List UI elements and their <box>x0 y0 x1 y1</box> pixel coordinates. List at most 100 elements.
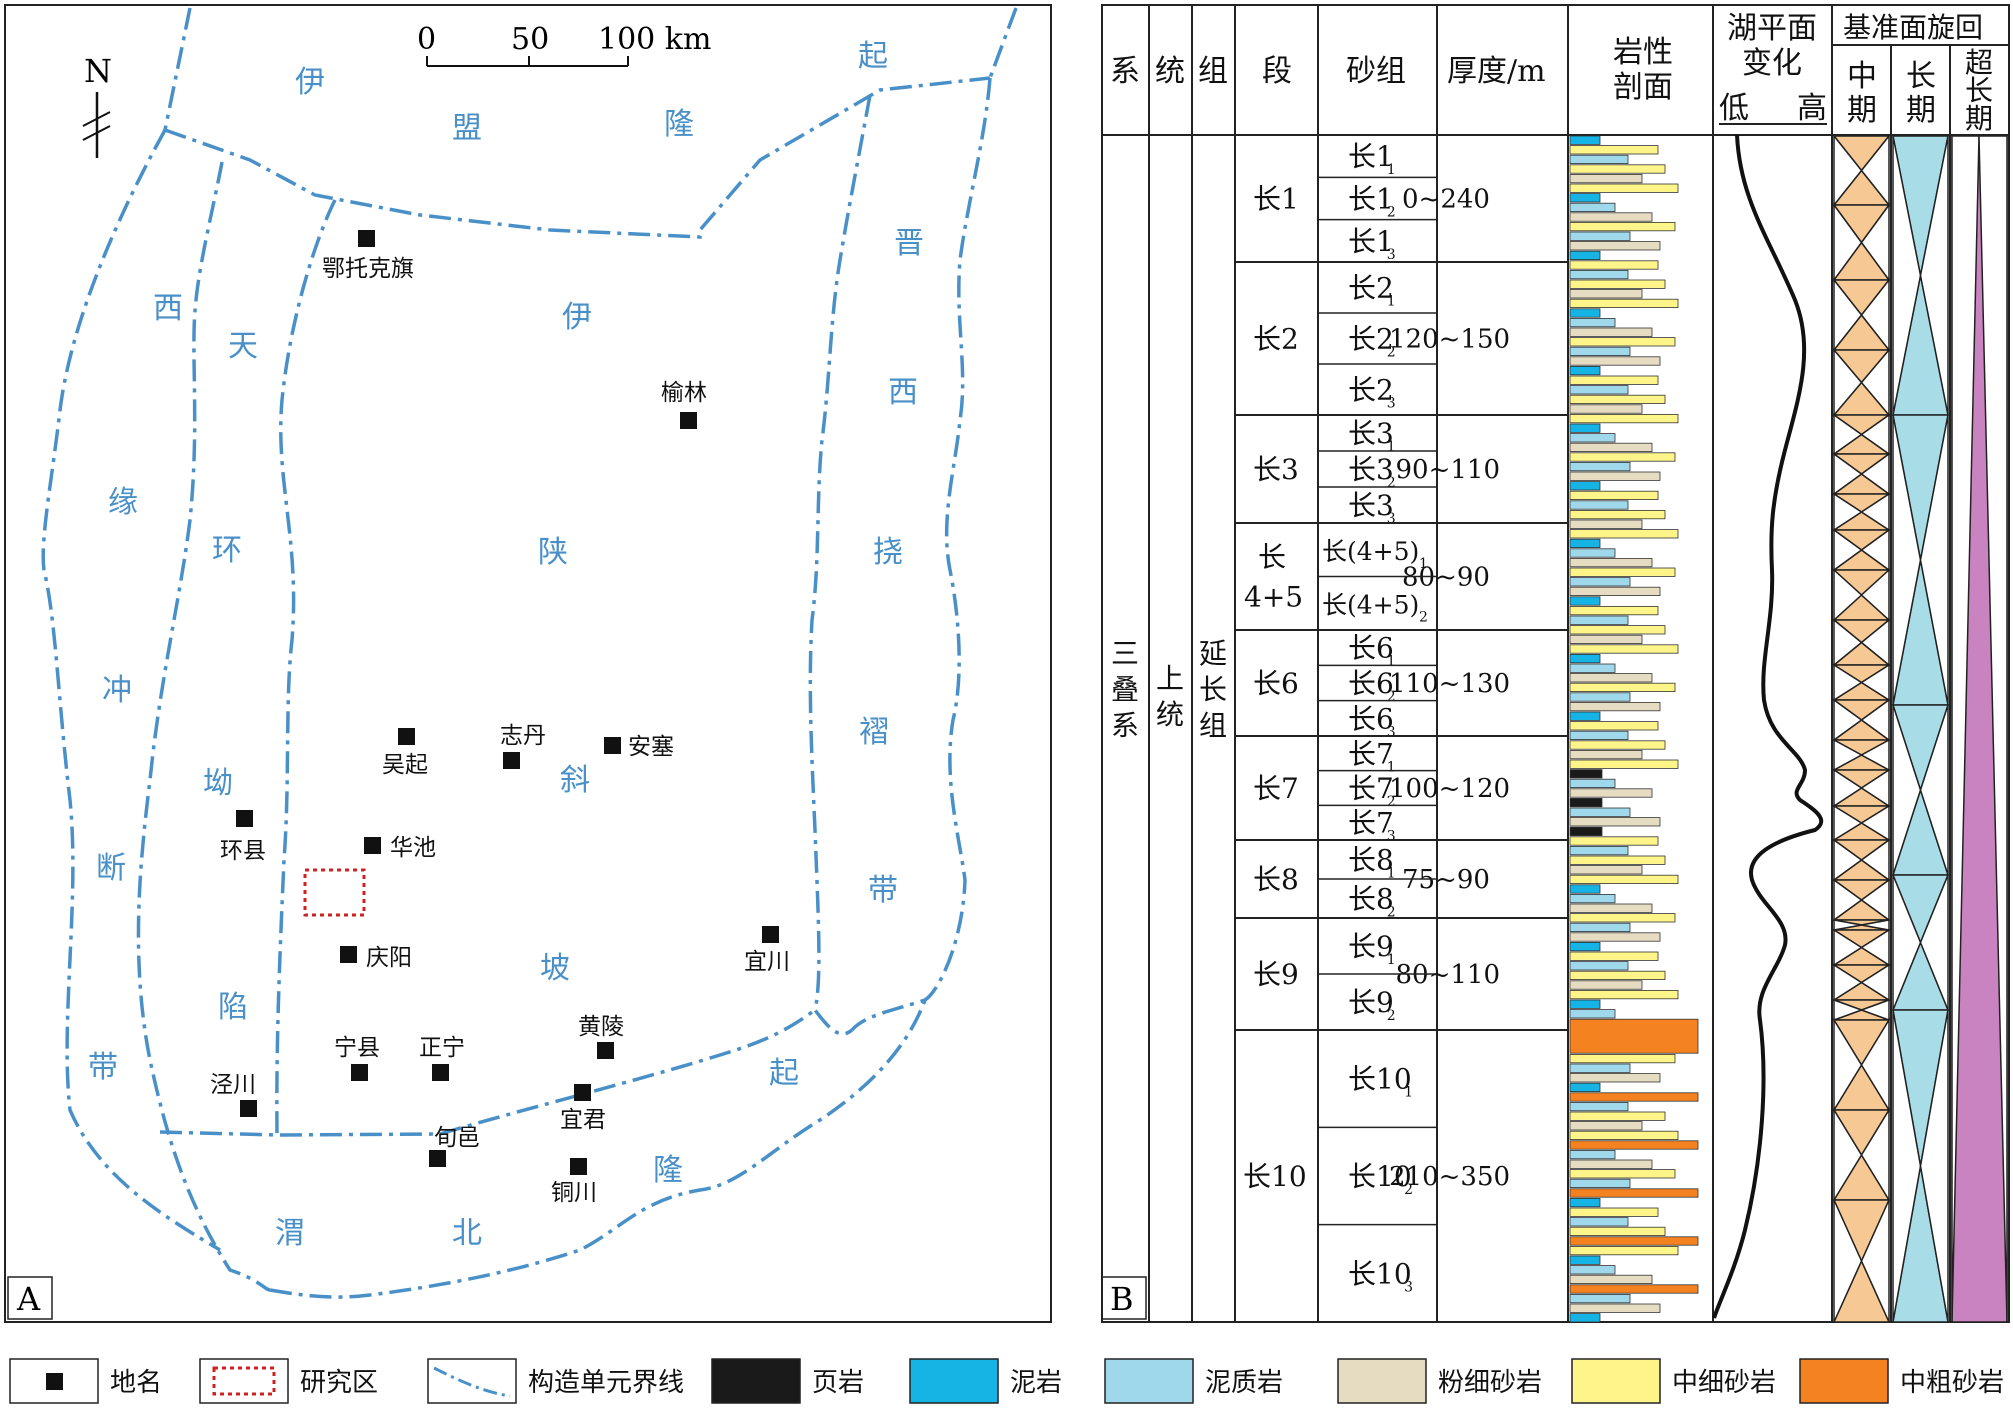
lithology-bar <box>1569 577 1631 587</box>
header-duan: 段 <box>1262 54 1292 89</box>
member-thickness: 0~240 <box>1402 185 1490 215</box>
lithology-bar <box>1569 730 1629 741</box>
member-row: 长4+580~90长(4+5) 1长(4+5) 2 <box>1235 522 1568 625</box>
lithology-bar <box>1569 1140 1699 1150</box>
place-qingyang: 庆阳 <box>366 945 412 971</box>
lithology-bar <box>1569 548 1616 558</box>
lithology-bar <box>1569 241 1661 251</box>
structural-unit-labels: 伊 盟 隆 起 西 缘 冲 断 带 天 环 坳 陷 伊 陕 斜 坡 晋 西 挠 … <box>88 39 924 1251</box>
lithology-bar <box>1569 365 1601 376</box>
place-etuokeqi: 鄂托克旗 <box>322 256 414 282</box>
structural-boundaries <box>41 7 1018 1299</box>
place-marker-zhidan <box>503 752 520 769</box>
cycle-diamond <box>1831 928 1892 967</box>
header-mid-1: 中 <box>1847 59 1877 94</box>
sand-group: 长6 <box>1348 632 1394 665</box>
header-yanxing-2: 剖面 <box>1613 70 1673 105</box>
legend-boundary-icon <box>433 1366 511 1398</box>
place-jingchuan: 泾川 <box>210 1072 256 1098</box>
lithology-bar <box>1569 337 1676 347</box>
lithology-bar <box>1569 452 1676 462</box>
scale-tick-100: 100 km <box>598 22 711 57</box>
place-yijun: 宜君 <box>560 1107 606 1133</box>
lithology-bar <box>1569 231 1631 241</box>
weibei-char-1: 渭 <box>275 1216 305 1251</box>
lithology-bar <box>1569 308 1601 318</box>
lithology-bar <box>1569 173 1643 184</box>
place-marker-wuqi <box>398 728 415 745</box>
cycle-diamond <box>1831 492 1892 532</box>
lithology-bar <box>1569 183 1679 193</box>
legend-item: 页岩 <box>711 1358 864 1404</box>
system-char-1: 三 <box>1111 637 1139 670</box>
legend-label: 构造单元界线 <box>528 1368 684 1398</box>
panel-a-map: A N 0 50 100 km <box>4 4 1052 1323</box>
west-margin-char-3: 冲 <box>102 673 132 708</box>
place-huangling: 黄陵 <box>578 1014 624 1040</box>
lithology-bar <box>1569 740 1666 750</box>
place-yichuan: 宜川 <box>744 949 790 975</box>
cycle-diamond <box>1831 452 1892 496</box>
weibei-char-2: 北 <box>452 1216 482 1251</box>
west-margin-char-1: 西 <box>153 291 183 326</box>
sand-group-subscript: 1 <box>1387 654 1396 670</box>
header-cycle-title: 基准面旋回 <box>1843 11 1983 44</box>
lithology-bar <box>1569 894 1616 904</box>
jinxi-char-2: 西 <box>888 375 918 410</box>
cycle-diamond <box>1892 135 1949 416</box>
legend-label: 研究区 <box>300 1368 378 1398</box>
yimeng-uplift-char-4: 起 <box>858 39 888 74</box>
series-char-2: 统 <box>1156 698 1184 731</box>
lithology-bar <box>1569 423 1601 433</box>
header-tong: 统 <box>1155 54 1185 89</box>
tianhuan-char-4: 陷 <box>218 990 248 1025</box>
lithology-bar <box>1569 634 1643 645</box>
cycle-diamond <box>1831 528 1892 572</box>
sand-group: 长10 <box>1348 1063 1412 1096</box>
yimeng-uplift-char-2: 盟 <box>452 111 482 146</box>
member-name: 长6 <box>1253 667 1299 700</box>
sand-group-subscript: 1 <box>1387 294 1396 310</box>
place-marker-xunyi <box>429 1150 446 1167</box>
place-wuqi: 吴起 <box>382 752 428 778</box>
place-yulin: 榆林 <box>661 380 707 406</box>
lithology-bar <box>1569 1217 1629 1227</box>
lake-level-curve <box>1712 134 1824 1319</box>
sand-group-subscript: 2 <box>1387 205 1396 221</box>
lithology-bar <box>1569 385 1629 395</box>
lithology-bar <box>1569 826 1603 837</box>
lithology-bar <box>1569 490 1659 501</box>
sand-group: 长3 <box>1348 453 1394 486</box>
lithology-bar <box>1569 980 1643 990</box>
lithology-bar <box>1569 193 1601 203</box>
place-marker-yulin <box>680 412 697 429</box>
legend-item: 中粗砂岩 <box>1799 1358 2004 1404</box>
lithology-bar <box>1569 999 1601 1009</box>
member-thickness: 75~90 <box>1402 865 1490 895</box>
lithology-bar <box>1569 702 1661 712</box>
lithology-bar <box>1569 1130 1679 1140</box>
lithology-bar <box>1569 442 1653 453</box>
legend-label: 泥岩 <box>1010 1368 1062 1398</box>
formation-char-1: 延 <box>1199 637 1227 670</box>
cycle-diamond <box>1831 768 1892 808</box>
sand-group-subscript: 3 <box>1387 511 1396 527</box>
lithology-bar <box>1569 164 1666 174</box>
header-high: 高 <box>1797 91 1827 126</box>
sand-group-subscript: 1 <box>1387 866 1396 882</box>
lithology-bar <box>1569 279 1666 289</box>
lithology-bar <box>1569 970 1666 981</box>
place-marker-huachi <box>364 837 381 854</box>
lithology-bar <box>1569 778 1616 789</box>
member-thickness: 90~110 <box>1396 455 1501 485</box>
lithology-bar <box>1569 1246 1679 1256</box>
lithology-bar <box>1569 356 1661 366</box>
header-yanxing-1: 岩性 <box>1613 35 1673 70</box>
sand-group-subscript: 2 <box>1404 1182 1413 1198</box>
cycle-diamond <box>1832 568 1891 622</box>
place-marker-qingyang <box>340 946 357 963</box>
legend-place-icon <box>46 1373 63 1390</box>
cycle-diamond <box>1832 277 1891 353</box>
west-margin-char-5: 带 <box>88 1050 118 1085</box>
